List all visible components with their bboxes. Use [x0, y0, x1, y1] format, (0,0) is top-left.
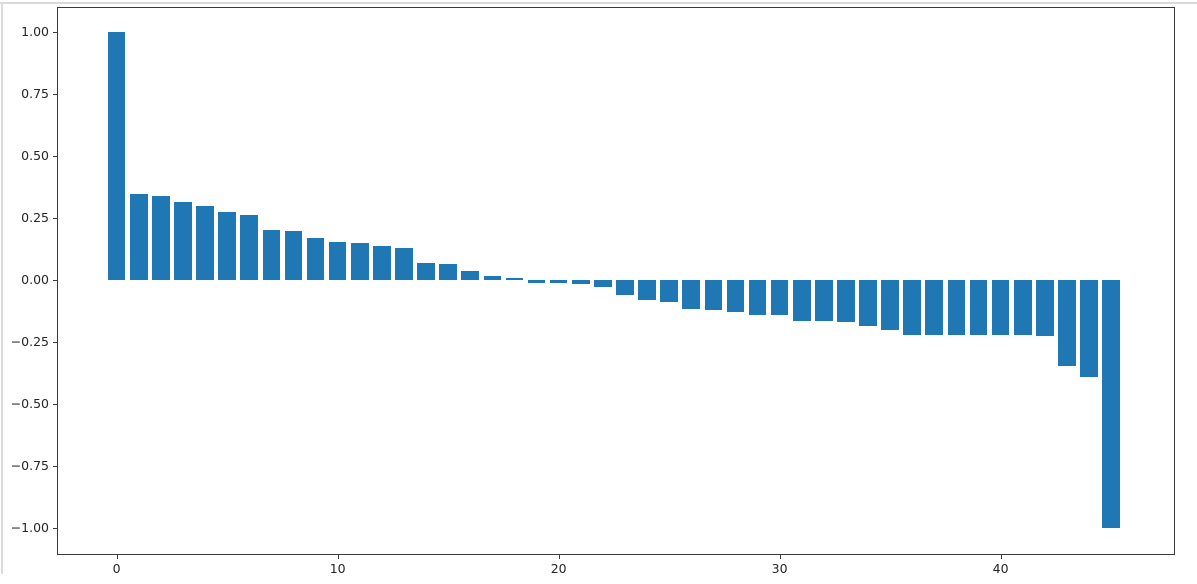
- bar: [218, 211, 236, 280]
- bar: [1080, 280, 1098, 377]
- bar: [704, 280, 723, 311]
- y-axis-tick: [53, 528, 57, 530]
- bar: [174, 201, 192, 280]
- bar: [726, 280, 745, 313]
- x-axis-tick-label: 10: [329, 561, 346, 576]
- x-axis-tick: [558, 555, 560, 559]
- bar: [903, 280, 922, 336]
- bar: [129, 194, 148, 280]
- bar: [240, 215, 259, 280]
- bar: [1013, 280, 1032, 336]
- bar: [306, 237, 325, 280]
- bar: [483, 275, 502, 280]
- y-axis-tick-label: 0.25: [21, 209, 49, 225]
- bar: [152, 195, 170, 280]
- y-axis-tick: [53, 466, 57, 468]
- bar: [682, 280, 701, 310]
- bar: [196, 205, 214, 280]
- bar: [925, 280, 944, 336]
- y-axis-tick: [53, 404, 57, 406]
- y-axis-tick: [53, 280, 57, 281]
- bar: [616, 280, 634, 296]
- x-axis-tick-label: 20: [550, 561, 567, 576]
- y-axis-tick-label: −0.25: [10, 334, 49, 350]
- y-axis-tick-label: −0.50: [10, 396, 49, 412]
- window-left-edge: [1, 2, 3, 574]
- bar: [1102, 280, 1120, 529]
- bar: [461, 271, 480, 280]
- y-axis-tick-label: 1.00: [21, 23, 49, 39]
- bar: [571, 280, 590, 284]
- x-axis-tick-label: 0: [112, 561, 121, 576]
- bar: [284, 230, 303, 280]
- bar: [395, 247, 413, 280]
- y-axis-tick-label: −0.75: [10, 458, 49, 474]
- x-axis-tick: [116, 555, 118, 559]
- y-axis-tick-label: 0.50: [21, 147, 49, 163]
- bar: [439, 263, 457, 280]
- bar: [549, 280, 568, 284]
- bar: [792, 280, 811, 321]
- y-axis-tick: [53, 217, 57, 219]
- bar: [1035, 280, 1054, 336]
- bar: [748, 280, 767, 316]
- y-axis-tick-label: −1.00: [10, 520, 49, 536]
- y-axis-tick: [53, 342, 57, 344]
- x-axis-tick-label: 40: [992, 561, 1009, 576]
- x-axis-tick: [337, 555, 339, 559]
- x-axis-tick: [1000, 555, 1002, 559]
- window-top-edge: [0, 2, 1197, 4]
- bar: [527, 280, 546, 283]
- bar: [1058, 280, 1076, 367]
- plot-area: [57, 7, 1175, 555]
- bar: [373, 245, 391, 280]
- x-axis-tick: [779, 555, 781, 559]
- bar: [859, 280, 877, 326]
- y-axis-tick: [53, 155, 57, 157]
- y-axis-tick: [53, 93, 57, 95]
- bar: [837, 280, 855, 322]
- bar: [991, 280, 1010, 336]
- bar: [947, 280, 966, 336]
- bar: [350, 242, 369, 280]
- bar: [107, 31, 126, 280]
- bar: [814, 280, 833, 322]
- bar: [505, 278, 524, 280]
- bar: [262, 230, 281, 280]
- y-axis-tick: [53, 31, 57, 33]
- bar: [660, 280, 678, 302]
- bar: [770, 280, 789, 316]
- bar: [638, 280, 656, 300]
- x-axis-tick-label: 30: [771, 561, 788, 576]
- bar: [594, 280, 612, 287]
- bar: [328, 242, 347, 280]
- bar: [881, 280, 899, 330]
- bar: [969, 280, 988, 336]
- y-axis-tick-label: 0.75: [21, 85, 49, 101]
- bar: [417, 263, 435, 280]
- y-axis-tick-label: 0.00: [21, 272, 49, 287]
